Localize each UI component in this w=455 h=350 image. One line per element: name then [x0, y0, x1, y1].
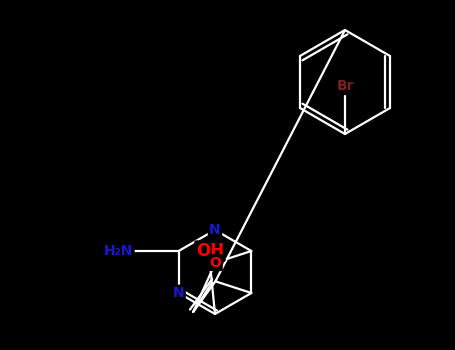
Text: O: O	[209, 256, 222, 270]
Text: H₂N: H₂N	[104, 244, 133, 258]
Text: N: N	[173, 286, 184, 300]
Text: Br: Br	[336, 79, 354, 93]
Text: OH: OH	[196, 242, 224, 260]
Text: N: N	[209, 223, 221, 237]
